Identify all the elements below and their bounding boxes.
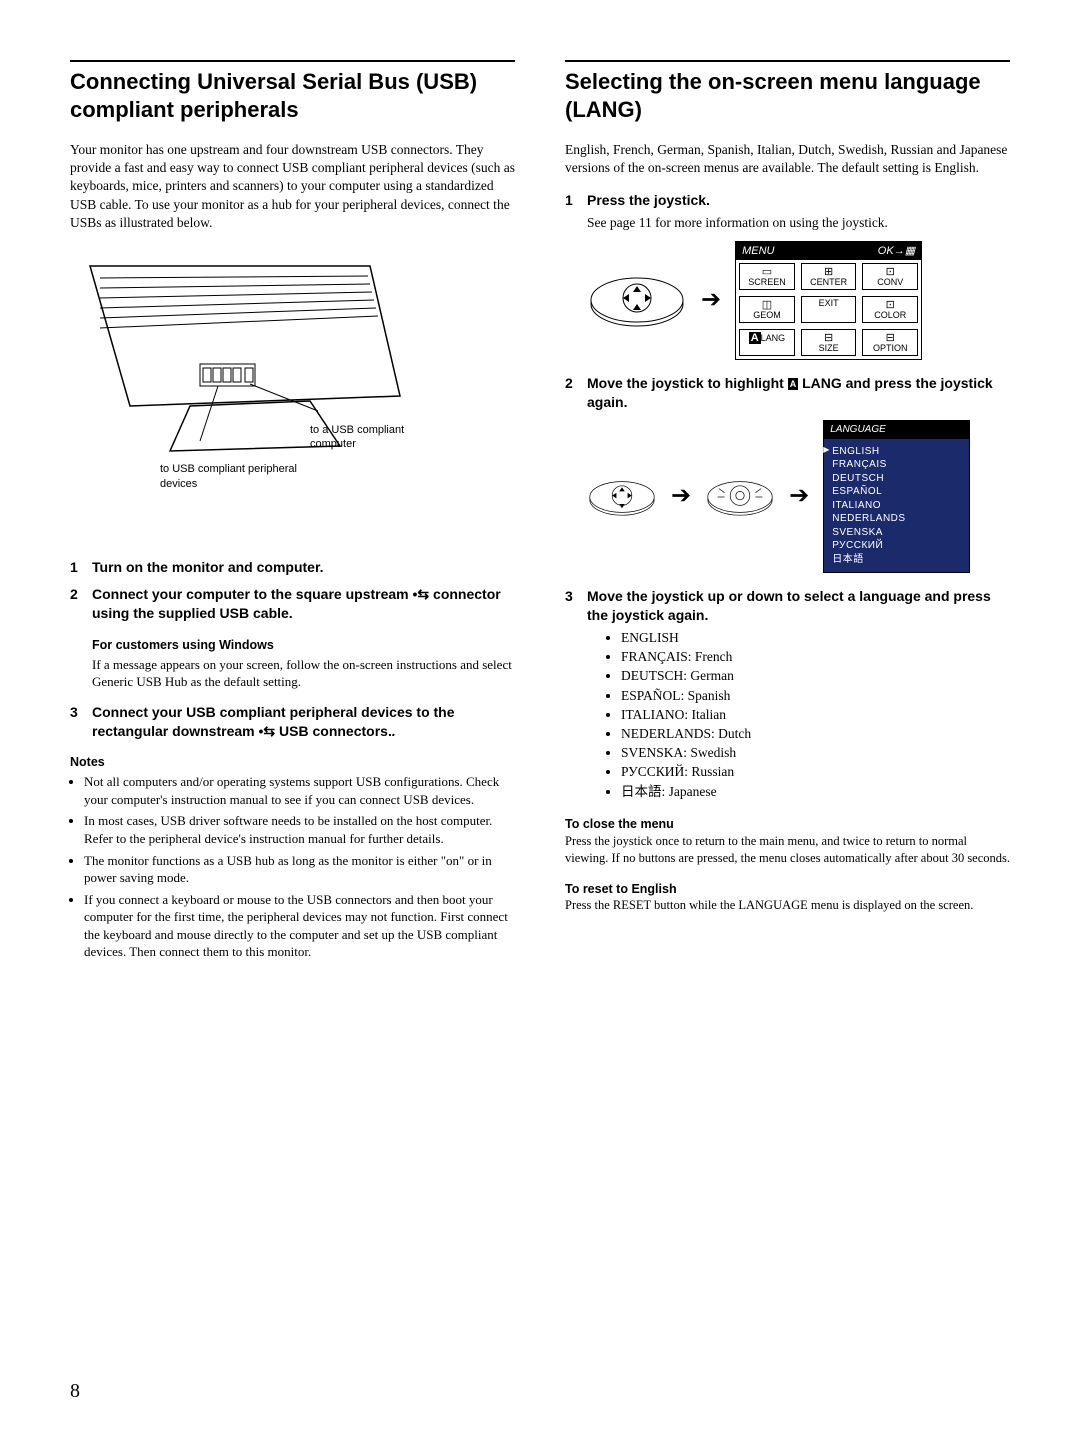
osd-menu: MENU OK→▦ ▭SCREEN ⊞CENTER ⊡CONV ◫GEOM EX…	[735, 241, 922, 361]
reset-head: To reset to English	[565, 881, 1010, 898]
note-item: If you connect a keyboard or mouse to th…	[84, 891, 515, 961]
step-num-1: 1	[70, 558, 92, 577]
lang-list-item: ITALIANO: Italian	[621, 706, 1010, 724]
menu-conv: ⊡CONV	[862, 263, 918, 290]
menu-center: ⊞CENTER	[801, 263, 857, 290]
step-r2: Move the joystick to highlight A LANG an…	[587, 374, 1010, 412]
close-menu-body: Press the joystick once to return to the…	[565, 833, 1010, 867]
step-r1: Press the joystick.	[587, 191, 1010, 210]
reset-body: Press the RESET button while the LANGUAG…	[565, 897, 1010, 914]
lang-option: ITALIANO	[832, 499, 961, 513]
menu-screen: ▭SCREEN	[739, 263, 795, 290]
arrow-right-icon: ➔	[671, 480, 691, 512]
menu-ok: OK→▦	[878, 244, 915, 259]
step-num-3: 3	[70, 703, 92, 741]
close-menu-head: To close the menu	[565, 816, 1010, 833]
note-item: In most cases, USB driver software needs…	[84, 812, 515, 847]
lang-option: ENGLISH	[832, 445, 961, 459]
lang-osd-title: LANGUAGE	[824, 421, 969, 439]
lang-option: 日本語	[832, 553, 961, 567]
lang-option: NEDERLANDS	[832, 512, 961, 526]
menu-exit: EXIT	[801, 296, 857, 323]
page-number: 8	[70, 1378, 80, 1405]
lang-intro: English, French, German, Spanish, Italia…	[565, 141, 1010, 177]
menu-title: MENU	[742, 244, 774, 259]
note-item: Not all computers and/or operating syste…	[84, 773, 515, 808]
lang-option: ESPAÑOL	[832, 485, 961, 499]
lang-list-item: FRANÇAIS: French	[621, 648, 1010, 666]
fig-label-peripherals: to USB compliant peripheral devices	[160, 462, 320, 492]
fig-label-computer: to a USB compliant computer	[310, 423, 430, 453]
lang-list-item: 日本語: Japanese	[621, 783, 1010, 801]
lang-list-item: SVENSKA: Swedish	[621, 744, 1010, 762]
lang-list-item: NEDERLANDS: Dutch	[621, 725, 1010, 743]
lang-badge-icon: A	[788, 378, 799, 390]
note-item: The monitor functions as a USB hub as lo…	[84, 852, 515, 887]
notes-list: Not all computers and/or operating syste…	[70, 773, 515, 960]
step-num-r2: 2	[565, 374, 587, 412]
menu-color: ⊡COLOR	[862, 296, 918, 323]
notes-heading: Notes	[70, 754, 515, 771]
step-r1-sub: See page 11 for more information on usin…	[587, 214, 1010, 232]
osd-language: LANGUAGE ENGLISH FRANÇAIS DEUTSCH ESPAÑO…	[823, 420, 970, 573]
joystick-icon	[587, 473, 657, 521]
menu-lang: ALANG	[739, 329, 795, 356]
lang-list-item: ESPAÑOL: Spanish	[621, 687, 1010, 705]
lang-list-item: DEUTSCH: German	[621, 667, 1010, 685]
step-2: Connect your computer to the square upst…	[92, 585, 515, 623]
usb-intro: Your monitor has one upstream and four d…	[70, 141, 515, 232]
lang-option: SVENSKA	[832, 526, 961, 540]
lang-option: FRANÇAIS	[832, 458, 961, 472]
menu-option: ⊟OPTION	[862, 329, 918, 356]
step-num-r1: 1	[565, 191, 587, 232]
section-title-usb: Connecting Universal Serial Bus (USB) co…	[70, 60, 515, 123]
lang-option: DEUTSCH	[832, 472, 961, 486]
usb-downstream-icon: •⇆	[259, 723, 276, 739]
monitor-figure: to a USB compliant computer to USB compl…	[70, 246, 515, 540]
arrow-right-icon: ➔	[701, 284, 721, 316]
arrow-right-icon: ➔	[789, 480, 809, 512]
step-3: Connect your USB compliant peripheral de…	[92, 703, 515, 741]
usb-upstream-icon: •⇆	[413, 586, 430, 602]
windows-subhead: For customers using Windows	[92, 637, 515, 654]
section-title-lang: Selecting the on-screen menu language (L…	[565, 60, 1010, 123]
step-num-2: 2	[70, 585, 92, 623]
step-1: Turn on the monitor and computer.	[92, 558, 515, 577]
menu-size: ⊟SIZE	[801, 329, 857, 356]
step-r3: Move the joystick up or down to select a…	[587, 587, 1010, 625]
windows-subbody: If a message appears on your screen, fol…	[92, 656, 515, 691]
lang-list-item: РУССКИЙ: Russian	[621, 763, 1010, 781]
menu-geom: ◫GEOM	[739, 296, 795, 323]
joystick-press-icon	[705, 473, 775, 521]
step-num-r3: 3	[565, 587, 587, 802]
lang-option: РУССКИЙ	[832, 539, 961, 553]
lang-list-item: ENGLISH	[621, 629, 1010, 647]
joystick-icon	[587, 268, 687, 332]
